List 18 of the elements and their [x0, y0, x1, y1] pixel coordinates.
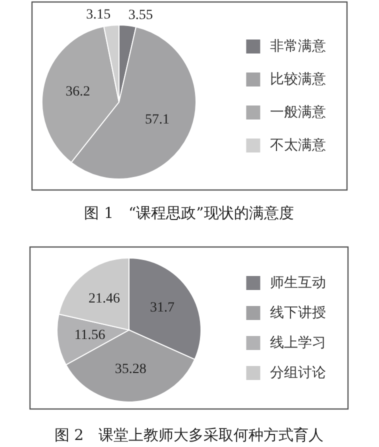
- data-label: 3.55: [128, 8, 153, 23]
- data-label: 35.28: [114, 362, 146, 377]
- text: 图 1 “课程思政”现状的满意度: [84, 204, 294, 222]
- legend-label: 师生互动: [270, 274, 326, 291]
- legend-label: 非常满意: [270, 38, 326, 54]
- legend-label: 线上学习: [270, 334, 326, 351]
- legend-label: 一般满意: [270, 104, 326, 120]
- data-label: 11.56: [74, 328, 106, 343]
- data-label: 21.46: [88, 291, 120, 306]
- legend-label: 比较满意: [270, 71, 326, 88]
- legend-label: 分组讨论: [270, 364, 326, 381]
- data-label: 31.7: [150, 300, 174, 316]
- data-label: 36.2: [66, 84, 90, 100]
- legend-label: 线下讲授: [270, 304, 326, 321]
- data-label: 3.15: [86, 8, 111, 23]
- data-label: 57.1: [144, 112, 170, 128]
- text: 图 2 课堂上教师大多采取何种方式育人: [54, 426, 324, 444]
- legend-label: 不太满意: [270, 137, 326, 154]
